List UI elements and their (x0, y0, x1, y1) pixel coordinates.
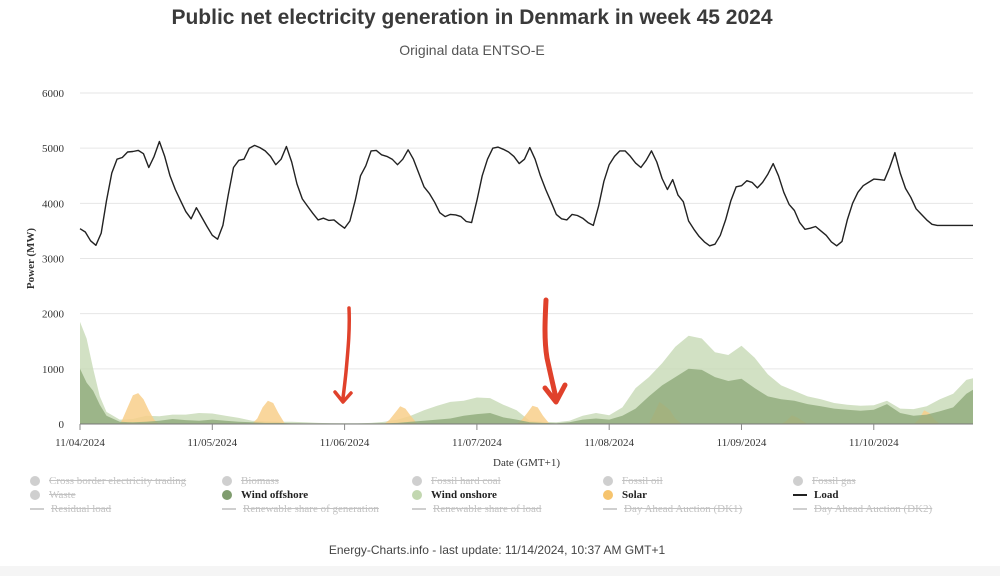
x-tick-label: 11/09/2024 (717, 437, 767, 449)
legend-label: Wind offshore (241, 489, 309, 501)
legend-swatch (603, 490, 613, 500)
legend-item-wind-offshore[interactable]: Wind offshore (222, 489, 308, 501)
y-axis-label: Power (MW) (25, 228, 37, 290)
legend-label: Renewable share of load (433, 503, 542, 515)
page-bottom-strip (0, 566, 1000, 576)
legend-row: Cross border electricity trading Biomass F… (30, 475, 990, 489)
legend-label: Day Ahead Auction (DK1) (624, 503, 743, 515)
legend-swatch (603, 508, 617, 510)
chart-legend: Cross border electricity trading Biomass F… (30, 475, 990, 517)
x-tick-label: 11/10/2024 (849, 437, 899, 449)
legend-item-load[interactable]: Load (793, 489, 838, 501)
series-area-solar (80, 393, 973, 424)
legend-item-residual-load[interactable]: Residual load (30, 503, 111, 515)
chart-title: Public net electricity generation in Den… (171, 6, 773, 29)
legend-swatch (412, 476, 422, 486)
x-axis-label: Date (GMT+1) (493, 457, 560, 469)
legend-swatch (222, 508, 236, 510)
legend-label: Wind onshore (431, 489, 497, 501)
y-tick-label: 2000 (42, 309, 65, 321)
legend-item-wind-onshore[interactable]: Wind onshore (412, 489, 497, 501)
legend-item-fossil-oil[interactable]: Fossil oil (603, 475, 663, 487)
chart-canvas: 0 1000 2000 3000 4000 5000 6000 11/04/2024 11/05… (25, 88, 973, 469)
legend-swatch (222, 476, 232, 486)
legend-label: Residual load (51, 503, 112, 515)
legend-item-solar[interactable]: Solar (603, 489, 647, 501)
legend-item-day-ahead-auction-dk2[interactable]: Day Ahead Auction (DK2) (793, 503, 932, 515)
legend-swatch (412, 490, 422, 500)
legend-label: Fossil oil (622, 475, 663, 487)
legend-swatch (30, 490, 40, 500)
series-line-load (79, 140, 973, 247)
y-tick-label: 4000 (42, 198, 65, 210)
y-tick-label: 1000 (42, 364, 65, 376)
x-tick-label: 11/07/2024 (452, 437, 502, 449)
legend-label: Fossil hard coal (431, 475, 501, 487)
area-series (80, 321, 973, 424)
y-tick-label: 5000 (42, 143, 65, 155)
legend-swatch (603, 476, 613, 486)
legend-label: Waste (49, 489, 76, 501)
legend-swatch (222, 490, 232, 500)
legend-swatch (30, 476, 40, 486)
arrow-shaft-1 (341, 306, 352, 400)
x-tick-label: 11/04/2024 (55, 437, 105, 449)
legend-item-cross-border-electricity-trading[interactable]: Cross border electricity trading (30, 475, 186, 487)
legend-item-day-ahead-auction-dk1[interactable]: Day Ahead Auction (DK1) (603, 503, 742, 515)
legend-label: Day Ahead Auction (DK2) (814, 503, 933, 515)
legend-label: Cross border electricity trading (49, 475, 187, 487)
legend-label: Fossil gas (812, 475, 856, 487)
line-series (79, 140, 973, 247)
y-tick-label: 3000 (42, 254, 65, 266)
x-tick-label: 11/05/2024 (187, 437, 237, 449)
legend-label: Biomass (241, 475, 279, 487)
legend-item-renewable-share-of-load[interactable]: Renewable share of load (412, 503, 541, 515)
legend-swatch (793, 476, 803, 486)
series-area-wind-offshore (80, 368, 973, 424)
arrow-head-1 (333, 390, 353, 404)
arrow-shaft-2 (542, 297, 559, 401)
y-tick-label: 0 (59, 419, 65, 431)
x-tick-label: 11/06/2024 (320, 437, 370, 449)
y-tick-label: 6000 (42, 88, 65, 100)
legend-label: Renewable share of generation (243, 503, 379, 515)
series-area-wind-onshore (80, 321, 973, 424)
annotation-arrows (333, 297, 568, 405)
legend-item-renewable-share-of-generation[interactable]: Renewable share of generation (222, 503, 379, 515)
axes: 0 1000 2000 3000 4000 5000 6000 11/04/2024 11/05… (25, 88, 973, 469)
legend-row: Waste Wind offshore Wind onshore Solar Load (30, 489, 990, 503)
x-tick-label: 11/08/2024 (584, 437, 634, 449)
arrow-head-2 (542, 382, 568, 405)
legend-swatch (793, 494, 807, 496)
legend-item-biomass[interactable]: Biomass (222, 475, 279, 487)
legend-row: Residual load Renewable share of generati… (30, 503, 990, 517)
legend-item-fossil-hard-coal[interactable]: Fossil hard coal (412, 475, 501, 487)
legend-label: Load (814, 489, 839, 501)
legend-item-fossil-gas[interactable]: Fossil gas (793, 475, 856, 487)
chart-subtitle: Original data ENTSO-E (399, 42, 545, 58)
legend-swatch (412, 508, 426, 510)
legend-label: Solar (622, 489, 648, 501)
legend-item-waste[interactable]: Waste (30, 489, 76, 501)
footer-last-update: Energy-Charts.info - last update: 11/14/… (328, 543, 666, 557)
legend-swatch (30, 508, 44, 510)
grid-lines (80, 92, 973, 370)
legend-swatch (793, 508, 807, 510)
